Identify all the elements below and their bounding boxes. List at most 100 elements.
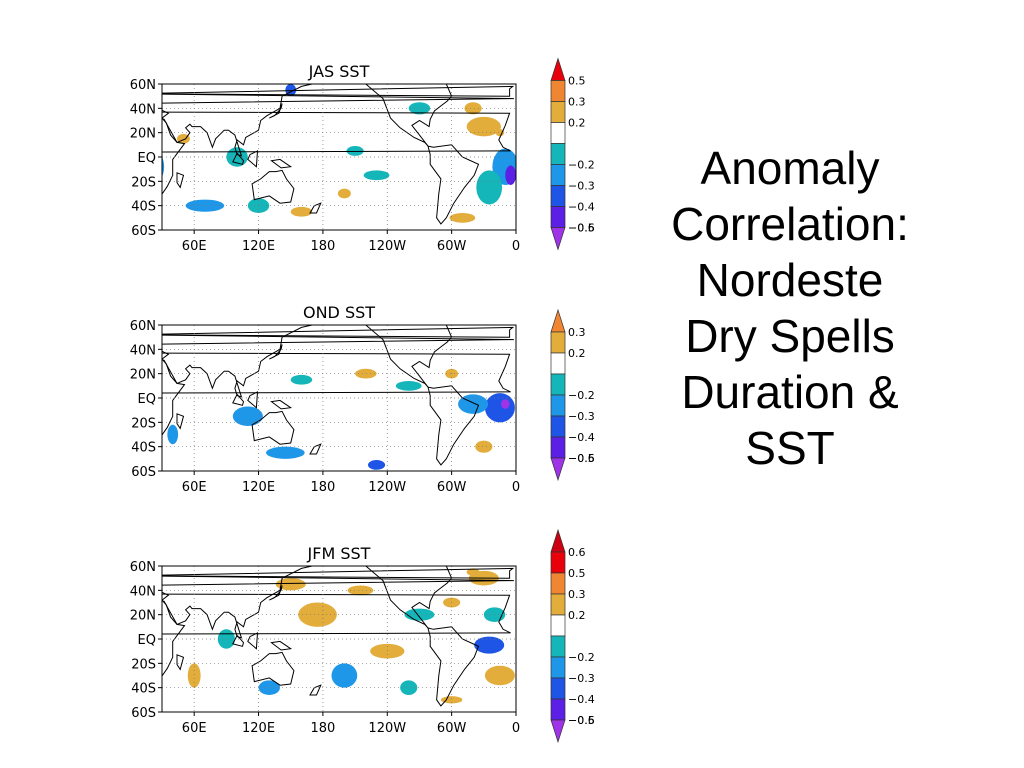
colorbar-label: 0.3 <box>568 588 586 601</box>
y-tick-label: EQ <box>138 633 156 648</box>
correlation-region <box>474 636 505 654</box>
continent-outlines <box>0 554 515 707</box>
coastline <box>269 585 283 601</box>
coastline <box>0 72 128 156</box>
correlation-region <box>290 206 313 217</box>
correlation-region <box>337 188 351 199</box>
colorbar-swatch <box>550 80 566 102</box>
coastline <box>162 566 514 639</box>
colorbar-swatch <box>550 436 566 459</box>
correlation-region <box>476 170 503 205</box>
colorbar-swatch <box>550 227 566 251</box>
coastline <box>176 413 185 430</box>
anomaly-field <box>167 368 515 470</box>
colorbar-label: 0.3 <box>568 326 586 339</box>
colorbar-label: −0.4 <box>568 431 595 444</box>
correlation-region <box>466 568 480 576</box>
correlation-region <box>496 674 504 682</box>
slide-title-line: Dry Spells <box>685 310 895 362</box>
y-tick-label: 20N <box>130 609 156 624</box>
colorbar-label: −0.5 <box>568 452 595 465</box>
correlation-region <box>331 663 358 688</box>
y-tick-label: 60N <box>130 78 156 93</box>
colorbar-label: 0.6 <box>568 546 586 559</box>
colorbar-label: −0.3 <box>568 672 595 685</box>
map-panel-0: JAS SST 60E 120E 180 120W 60W 0 60N 40N 20N EQ 20S 4… <box>0 57 595 254</box>
coastline <box>162 326 515 338</box>
coastline <box>269 344 283 360</box>
coastline <box>247 391 259 409</box>
coastline <box>176 172 185 189</box>
colorbar: 0.6 0.5 0.3 0.2 −0.2 −0.3 −0.4 −0.5−0.6 <box>550 528 595 744</box>
correlation-region <box>500 399 510 409</box>
coastline <box>162 84 514 157</box>
colorbar-label: −0.3 <box>568 410 595 423</box>
correlation-region <box>185 199 225 212</box>
coastline <box>247 632 259 650</box>
colorbar-swatch <box>550 57 566 81</box>
coastline <box>162 593 511 677</box>
x-tick-label: 60E <box>182 721 207 736</box>
colorbar-label: −0.4 <box>568 201 595 214</box>
correlation-region <box>440 696 463 704</box>
y-tick-label: 40S <box>131 682 156 697</box>
colorbar-label: −0.6 <box>568 452 595 465</box>
colorbar-label: 0.2 <box>568 117 586 130</box>
colorbar-swatch <box>550 593 566 616</box>
coastline <box>427 144 480 225</box>
colorbar-swatch <box>550 164 566 186</box>
correlation-region <box>355 368 377 379</box>
colorbar-swatch <box>550 143 566 165</box>
coastline <box>0 327 127 337</box>
x-tick-label: 120W <box>368 480 406 495</box>
correlation-region <box>275 578 306 591</box>
map-title: OND SST <box>303 303 375 322</box>
colorbar-swatch <box>550 308 566 333</box>
y-tick-label: 40N <box>130 102 156 117</box>
coastline <box>0 112 125 200</box>
y-tick-label: 40S <box>131 441 156 456</box>
correlation-region <box>363 170 390 181</box>
y-tick-label: 60N <box>130 560 156 575</box>
coastline <box>162 85 515 97</box>
colorbar-swatch <box>550 206 566 228</box>
coastline <box>251 169 295 204</box>
slide-title-line: Nordeste <box>696 254 884 306</box>
coastline <box>162 352 511 436</box>
anomaly-field <box>162 84 516 223</box>
y-tick-label: 40N <box>130 343 156 358</box>
correlation-region <box>258 680 281 695</box>
coastline <box>427 385 480 466</box>
sst-correlation-maps: JAS SST 60E 120E 180 120W 60W 0 60N 40N 20N EQ 20S 4… <box>0 57 595 744</box>
correlation-region <box>290 374 313 385</box>
correlation-region <box>167 424 179 445</box>
colorbar-label: −0.2 <box>568 389 595 402</box>
colorbar: 0.3 0.2 −0.2 −0.3 −0.4 −0.5−0.6 <box>550 308 595 482</box>
slide-title-line: Correlation: <box>671 198 909 250</box>
x-tick-label: 0 <box>512 480 520 495</box>
coastline <box>251 651 295 686</box>
colorbar-label: −0.4 <box>568 693 595 706</box>
correlation-region <box>464 102 482 115</box>
coastline <box>0 315 65 387</box>
slide-title-line: Duration & <box>681 366 899 418</box>
colorbar-swatch <box>550 331 566 354</box>
y-tick-label: 40S <box>131 200 156 215</box>
coastline <box>0 554 128 638</box>
colorbar-swatch <box>550 185 566 207</box>
colorbar-swatch <box>550 572 566 595</box>
y-tick-label: 60S <box>131 706 156 721</box>
coastline <box>251 410 295 445</box>
coastline <box>162 111 511 196</box>
colorbar-label: 0.3 <box>568 96 586 109</box>
colorbar-label: −0.2 <box>568 159 595 172</box>
correlation-region <box>400 680 418 695</box>
x-tick-label: 180 <box>310 721 335 736</box>
colorbar-swatch <box>550 457 566 482</box>
colorbar-label: 0.5 <box>568 75 586 88</box>
continent-outlines <box>0 72 515 225</box>
coastline <box>176 654 185 671</box>
colorbar-label: −0.6 <box>568 222 595 235</box>
coastline <box>42 386 92 465</box>
correlation-region <box>475 440 493 453</box>
